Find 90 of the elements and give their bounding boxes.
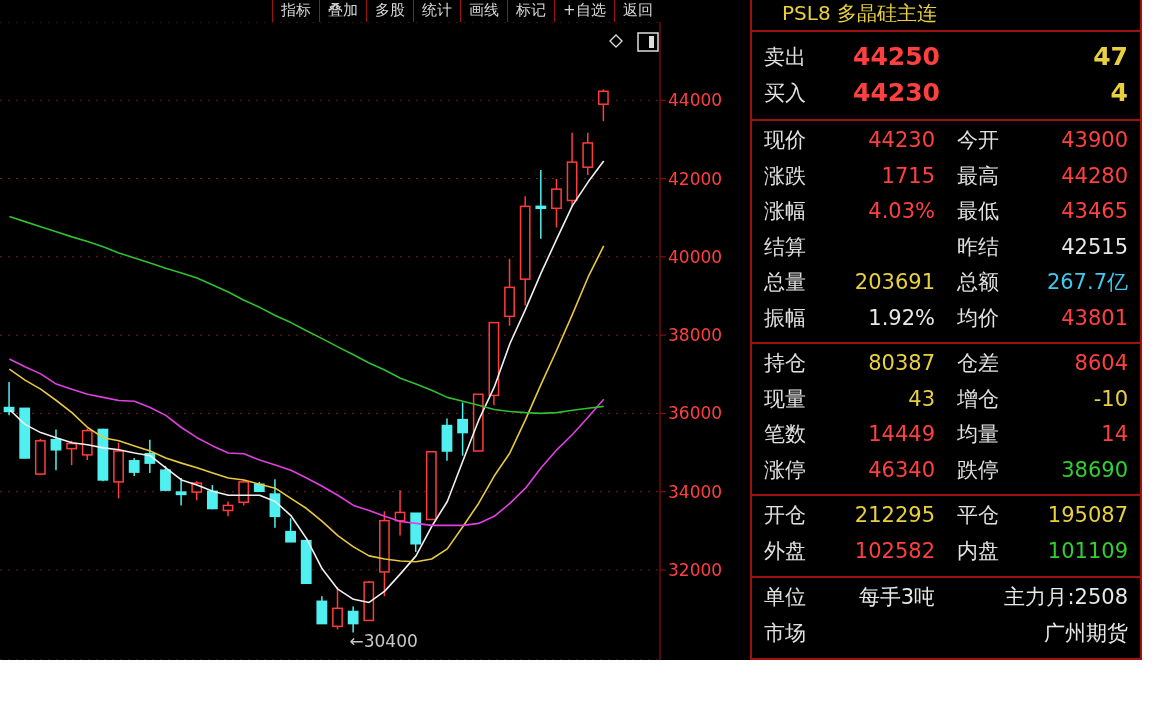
text: 现量: [764, 385, 806, 413]
candlestick: [535, 169, 547, 240]
text: 持仓: [764, 350, 806, 377]
y-tick-label: 42000: [668, 168, 723, 189]
y-tick-label: 40000: [668, 246, 723, 267]
text: 总额: [957, 269, 999, 296]
text: 画线: [460, 0, 507, 22]
text: 市场: [764, 619, 806, 647]
text: 203691: [854, 269, 935, 296]
text: 44230: [853, 77, 940, 108]
text: 外盘: [764, 537, 806, 565]
text: -10: [1093, 385, 1128, 413]
line-series: [8, 245, 605, 563]
candlestick: [551, 178, 562, 229]
text: 43465: [1061, 198, 1128, 225]
text: 涨跌: [764, 162, 806, 190]
text: 涨幅: [764, 198, 806, 225]
text: 仓差: [957, 350, 999, 377]
text: 44250: [853, 42, 940, 72]
text: 44280: [1061, 162, 1128, 190]
candlestick: [128, 457, 140, 477]
candlestick: [347, 605, 359, 634]
annotation: ←30400: [349, 630, 418, 651]
text: 笔数: [764, 421, 806, 448]
text: 8604: [1074, 350, 1128, 377]
text: 买入: [764, 79, 806, 107]
text: 跌停: [957, 456, 999, 484]
text: 广州期货: [1044, 619, 1128, 647]
candlestick: [175, 477, 187, 507]
text: 44230: [868, 127, 935, 154]
y-tick-label: 38000: [668, 325, 723, 346]
text: 43801: [1061, 304, 1128, 332]
candlestick: [457, 401, 469, 457]
text: 平仓: [957, 502, 999, 529]
text: 102582: [854, 537, 935, 565]
text: 叠加: [319, 0, 366, 22]
text: 涨停: [764, 456, 806, 484]
text: 多股: [366, 0, 413, 22]
text: 4.03%: [868, 198, 935, 225]
text: 均量: [957, 421, 999, 448]
candlestick: [160, 465, 171, 493]
candlestick: [597, 88, 609, 122]
text: PSL8 多晶硅主连: [782, 0, 937, 26]
text: 43900: [1061, 127, 1128, 154]
text: 38690: [1061, 456, 1128, 484]
text: +自选: [554, 0, 614, 22]
text: 标记: [507, 0, 554, 22]
text: 卖出: [764, 44, 806, 71]
text: 46340: [868, 456, 935, 484]
text: 43: [908, 385, 935, 413]
text: 振幅: [764, 304, 806, 332]
y-tick-label: 44000: [668, 90, 723, 111]
text: 80387: [868, 350, 935, 377]
text: 14449: [868, 421, 935, 448]
text: 4: [1110, 77, 1128, 108]
text: 指标: [272, 0, 319, 22]
text: 每手3吨: [858, 584, 935, 611]
text: 101109: [1047, 537, 1128, 565]
y-tick-label: 32000: [668, 560, 723, 581]
text: 1.92%: [868, 304, 935, 332]
text: 最高: [957, 162, 999, 190]
candlestick: [50, 428, 62, 471]
text: 今开: [957, 127, 999, 154]
text: 现价: [764, 127, 806, 154]
text: 47: [1093, 42, 1128, 72]
y-tick-label: 36000: [668, 403, 723, 424]
line-series: [8, 215, 605, 415]
text: 单位: [764, 584, 806, 611]
text: 1715: [881, 162, 935, 190]
text: 均价: [957, 304, 999, 332]
text: 内盘: [957, 537, 999, 565]
text: 主力月:2508: [1004, 584, 1128, 611]
candlestick: [206, 484, 218, 511]
candlestick: [285, 517, 296, 543]
text: 最低: [957, 198, 999, 225]
text: 总量: [764, 269, 806, 296]
text: 195087: [1047, 502, 1128, 529]
y-tick-label: 34000: [668, 481, 723, 502]
line-series: [8, 358, 605, 527]
text: 增仓: [957, 385, 999, 413]
text: 42515: [1061, 233, 1128, 261]
text: 统计: [413, 0, 460, 22]
text: 212295: [854, 502, 935, 529]
candlestick: [316, 595, 328, 625]
text: 昨结: [957, 233, 999, 261]
text: 14: [1101, 421, 1128, 448]
text: 返回: [613, 0, 661, 22]
text: 267.7亿: [1046, 269, 1128, 296]
text: 结算: [764, 233, 806, 261]
text: 开仓: [764, 502, 806, 529]
